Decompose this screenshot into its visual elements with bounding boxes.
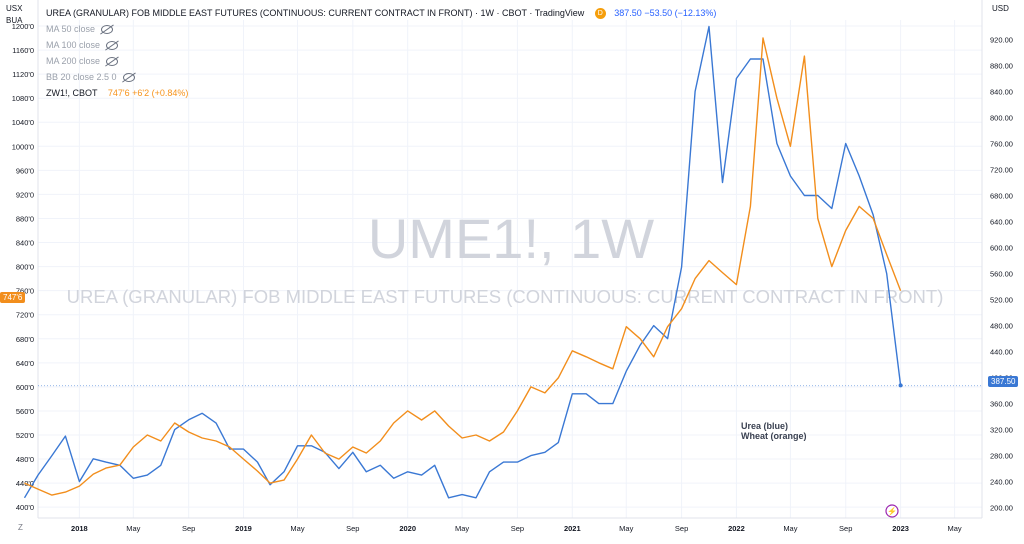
price-change: −53.50 (−12.13%) (644, 8, 717, 18)
urea-series-line[interactable] (23, 25, 902, 499)
x-tick-label: May (290, 524, 304, 533)
right-tick-label: 240.00 (990, 478, 1013, 487)
compare-symbol: ZW1!, CBOT (46, 88, 98, 98)
chart-legend: UREA (GRANULAR) FOB MIDDLE EAST FUTURES … (46, 5, 716, 101)
left-price-tag: 747'6 (0, 292, 26, 303)
right-tick-label: 440.00 (990, 348, 1013, 357)
compare-change: +6'2 (+0.84%) (132, 88, 189, 98)
indicator-label: BB 20 close 2.5 0 (46, 72, 117, 82)
x-tick-label: Sep (511, 524, 524, 533)
compare-value: 747'6 (107, 88, 130, 98)
right-tick-label: 640.00 (990, 218, 1013, 227)
x-tick-label: 2021 (564, 524, 581, 533)
delay-badge: D (594, 8, 606, 20)
indicator-row[interactable]: MA 50 close (46, 21, 716, 37)
left-tick-label: 640'0 (16, 359, 34, 368)
left-unit-bua[interactable]: BUA (6, 16, 23, 25)
right-tick-label: 520.00 (990, 296, 1013, 305)
hidden-eye-icon[interactable] (106, 41, 119, 51)
right-tick-label: 280.00 (990, 452, 1013, 461)
x-tick-label: Sep (346, 524, 359, 533)
watermark-name: UREA (GRANULAR) FOB MIDDLE EAST FUTURES … (67, 286, 944, 307)
left-tick-label: 400'0 (16, 503, 34, 512)
left-tick-label: 840'0 (16, 239, 34, 248)
annotation-line-2: Wheat (orange) (741, 431, 807, 441)
left-tick-label: 1120'0 (12, 70, 34, 79)
indicator-row[interactable]: MA 200 close (46, 53, 716, 69)
left-tick-label: 1000'0 (12, 142, 34, 151)
indicator-row[interactable]: BB 20 close 2.5 0 (46, 69, 716, 85)
left-tick-label: 480'0 (16, 455, 34, 464)
hidden-eye-icon[interactable] (101, 25, 114, 35)
x-tick-label: 2023 (892, 524, 909, 533)
right-tick-label: 680.00 (990, 192, 1013, 201)
left-tick-label: 680'0 (16, 335, 34, 344)
right-tick-label: 200.00 (990, 504, 1013, 513)
indicator-label: MA 200 close (46, 56, 101, 66)
right-tick-label: 920.00 (990, 36, 1013, 45)
left-tick-label: 1080'0 (12, 94, 34, 103)
x-tick-label: May (455, 524, 469, 533)
right-tick-label: 840.00 (990, 88, 1013, 97)
x-tick-label: Sep (839, 524, 852, 533)
watermark-symbol: UME1!, 1W (368, 207, 654, 270)
x-tick-label: 2020 (399, 524, 416, 533)
x-tick-label: 2019 (235, 524, 252, 533)
left-tick-label: 1160'0 (12, 46, 34, 55)
wheat-series-line[interactable] (24, 37, 902, 496)
urea-last-point (898, 383, 903, 388)
x-tick-label: May (947, 524, 961, 533)
left-tick-label: 600'0 (16, 383, 34, 392)
indicator-label: MA 100 close (46, 40, 101, 50)
right-tick-label: 360.00 (990, 400, 1013, 409)
x-tick-label: May (619, 524, 633, 533)
right-tick-label: 800.00 (990, 114, 1013, 123)
lightning-icon (885, 504, 899, 518)
right-tick-label: 760.00 (990, 140, 1013, 149)
left-tick-label: 800'0 (16, 263, 34, 272)
right-tick-label: 720.00 (990, 166, 1013, 175)
left-tick-label: 960'0 (16, 166, 34, 175)
left-tick-label: 760'0 (16, 287, 34, 296)
left-tick-label: 880'0 (16, 214, 34, 223)
hidden-eye-icon[interactable] (122, 73, 135, 83)
left-tick-label: 920'0 (16, 190, 34, 199)
chart-title: UREA (GRANULAR) FOB MIDDLE EAST FUTURES … (46, 8, 585, 18)
x-tick-label: 2022 (728, 524, 745, 533)
right-tick-label: 320.00 (990, 426, 1013, 435)
right-unit-usd[interactable]: USD (992, 4, 1009, 13)
left-tick-label: 1200'0 (12, 22, 34, 31)
last-price: 387.50 (614, 8, 642, 18)
left-tick-label: 520'0 (16, 431, 34, 440)
right-tick-label: 480.00 (990, 322, 1013, 331)
x-tick-label: May (783, 524, 797, 533)
lightning-glyph: ⚡ (887, 506, 897, 516)
right-price-tag: 387.50 (988, 376, 1019, 387)
left-tick-label: 1040'0 (12, 118, 34, 127)
x-tick-label: Sep (675, 524, 688, 533)
watermark: UME1!, 1W UREA (GRANULAR) FOB MIDDLE EAS… (67, 207, 944, 307)
left-unit-usx[interactable]: USX (6, 4, 23, 13)
legend-title-row: UREA (GRANULAR) FOB MIDDLE EAST FUTURES … (46, 5, 716, 21)
compare-row[interactable]: ZW1!, CBOT 747'6 +6'2 (+0.84%) (46, 85, 716, 101)
bottom-left-button[interactable]: Z (18, 523, 23, 532)
hidden-eye-icon[interactable] (106, 57, 119, 67)
x-tick-label: 2018 (71, 524, 88, 533)
annotation-line-1: Urea (blue) (741, 421, 788, 431)
indicator-label: MA 50 close (46, 24, 96, 34)
left-tick-label: 560'0 (16, 407, 34, 416)
right-tick-label: 600.00 (990, 244, 1013, 253)
x-tick-label: Sep (182, 524, 195, 533)
x-tick-label: May (126, 524, 140, 533)
indicator-row[interactable]: MA 100 close (46, 37, 716, 53)
right-tick-label: 560.00 (990, 270, 1013, 279)
right-tick-label: 880.00 (990, 62, 1013, 71)
chart-annotation: Urea (blue) Wheat (orange) (741, 421, 807, 441)
left-tick-label: 720'0 (16, 311, 34, 320)
event-marker[interactable]: ⚡ (885, 504, 899, 518)
